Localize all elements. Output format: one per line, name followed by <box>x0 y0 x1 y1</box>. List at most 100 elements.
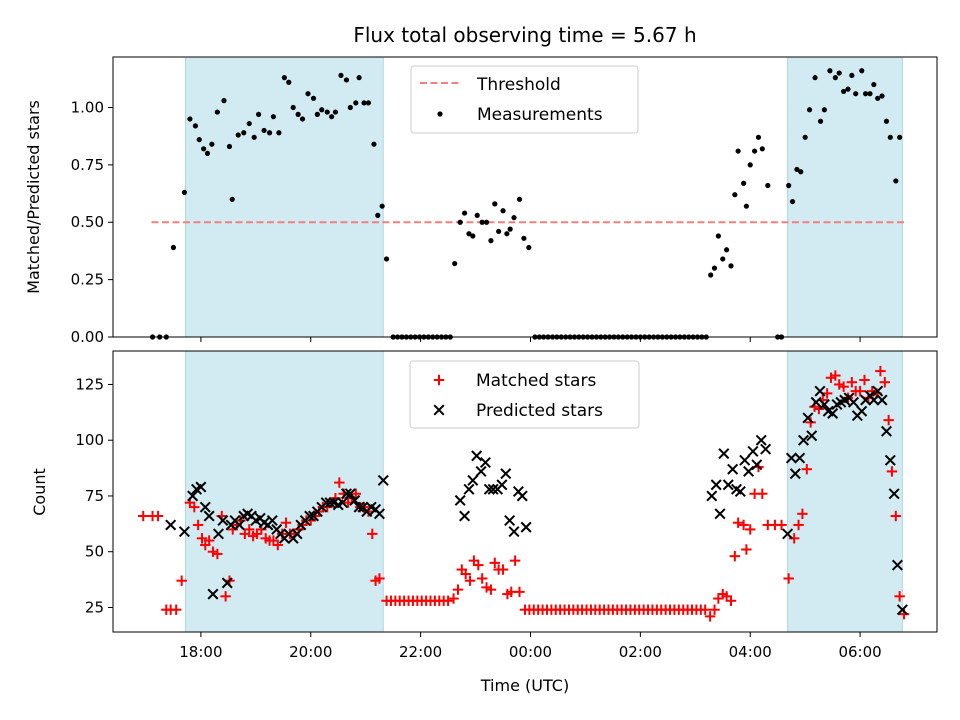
shaded-interval <box>787 56 903 338</box>
matched-star-point <box>709 604 720 615</box>
measurement-point <box>875 95 881 101</box>
measurement-point <box>724 247 730 253</box>
predicted-star-point <box>195 481 207 493</box>
x-stroke <box>822 405 834 417</box>
measurement-point <box>747 162 753 168</box>
measurement-point <box>897 134 903 140</box>
matched-star-point <box>805 417 816 428</box>
predicted-star-point <box>714 508 726 520</box>
x-stroke <box>349 494 361 506</box>
x-stroke <box>487 483 499 495</box>
predicted-star-point <box>508 526 520 538</box>
predicted-star-point <box>467 474 479 486</box>
shaded-interval <box>185 350 384 633</box>
measurement-point <box>209 141 215 147</box>
matched-star-point <box>859 374 870 386</box>
measurement-point <box>235 132 241 138</box>
matched-star-point <box>350 488 362 499</box>
chart-title: Flux total observing time = 5.67 h <box>353 23 696 47</box>
x-stroke <box>266 514 278 526</box>
measurement-point <box>849 72 855 78</box>
bottom-x-tick-label: 04:00 <box>729 643 772 661</box>
x-stroke <box>365 501 377 513</box>
x-stroke <box>734 485 746 498</box>
matched-star-point <box>374 573 385 584</box>
matched-star-point <box>704 611 716 622</box>
matched-star-point <box>244 524 255 535</box>
bottom-y-tick-label: 100 <box>75 431 104 449</box>
measurement-point <box>290 104 296 111</box>
predicted-star-point <box>827 407 839 419</box>
x-stroke <box>304 510 316 522</box>
x-stroke <box>739 454 751 466</box>
measurement-point <box>201 146 207 152</box>
measurement-point <box>246 120 252 127</box>
measurement-point <box>305 91 311 97</box>
matched-star-point <box>367 528 378 540</box>
matched-star-point <box>152 510 164 522</box>
x-stroke <box>810 396 822 408</box>
x-stroke <box>888 488 900 500</box>
predicted-star-point <box>868 394 880 406</box>
matched-star-point <box>334 477 345 488</box>
predicted-star-point <box>221 577 233 589</box>
measurement-point <box>255 111 262 117</box>
matched-star-point <box>741 544 752 555</box>
measurement-point <box>786 182 792 189</box>
measurement-point <box>286 79 292 85</box>
measurement-point <box>270 114 277 120</box>
predicted-star-point <box>734 485 746 498</box>
predicted-star-point <box>516 490 528 502</box>
matched-star-point <box>452 584 464 595</box>
x-stroke <box>706 490 718 502</box>
x-stroke <box>203 510 215 522</box>
predicted-star-point <box>785 452 797 464</box>
bottom-y-tick-label: 125 <box>75 375 104 393</box>
x-stroke <box>483 483 495 495</box>
predicted-star-point <box>479 457 491 469</box>
x-stroke <box>221 577 233 589</box>
measurement-point <box>492 201 498 207</box>
star-count-points <box>138 365 910 622</box>
measurement-point <box>361 100 367 106</box>
top-legend-box <box>410 65 639 134</box>
measurement-point <box>261 127 267 134</box>
x-stroke <box>463 483 475 495</box>
matched-star-point <box>886 466 898 477</box>
top-panel-ratio: 0.00 0.25 0.50 0.75 1.00 Threshold Measuremen… <box>71 56 938 346</box>
x-stroke <box>520 521 532 533</box>
measurement-point <box>241 130 247 136</box>
shaded-interval <box>185 56 384 338</box>
x-stroke <box>730 483 743 495</box>
bottom-x-tick-label: 20:00 <box>289 643 332 661</box>
measurement-point <box>867 91 873 97</box>
measurement-point <box>192 123 198 129</box>
bottom-x-tick-label: 18:00 <box>179 643 222 661</box>
matched-star-point <box>473 559 484 571</box>
x-stroke <box>291 528 303 540</box>
x-stroke <box>516 490 528 502</box>
measurement-point <box>329 114 335 120</box>
predicted-star-point <box>187 490 199 502</box>
predicted-star-point <box>349 494 361 506</box>
measurement-point <box>794 166 800 173</box>
predicted-star-point <box>487 483 499 495</box>
matched-star-point <box>138 510 149 522</box>
measurement-point <box>871 81 877 88</box>
x-stroke <box>847 396 860 408</box>
bottom-legend-box <box>409 360 640 429</box>
legend-matched-swatch <box>433 374 445 386</box>
predicted-star-point <box>340 488 352 500</box>
x-stroke <box>782 528 794 540</box>
x-stroke <box>475 465 487 477</box>
top-y-axis-label: Matched/Predicted stars <box>24 100 43 294</box>
measurement-point <box>879 93 885 99</box>
measurement-point <box>281 75 287 81</box>
matched-star-point <box>485 584 497 595</box>
measurement-point <box>221 98 227 104</box>
measurement-point <box>500 208 506 214</box>
x-stroke <box>353 501 365 513</box>
measurement-point <box>841 88 847 95</box>
measurement-point <box>832 75 838 81</box>
predicted-star-point <box>760 443 772 455</box>
